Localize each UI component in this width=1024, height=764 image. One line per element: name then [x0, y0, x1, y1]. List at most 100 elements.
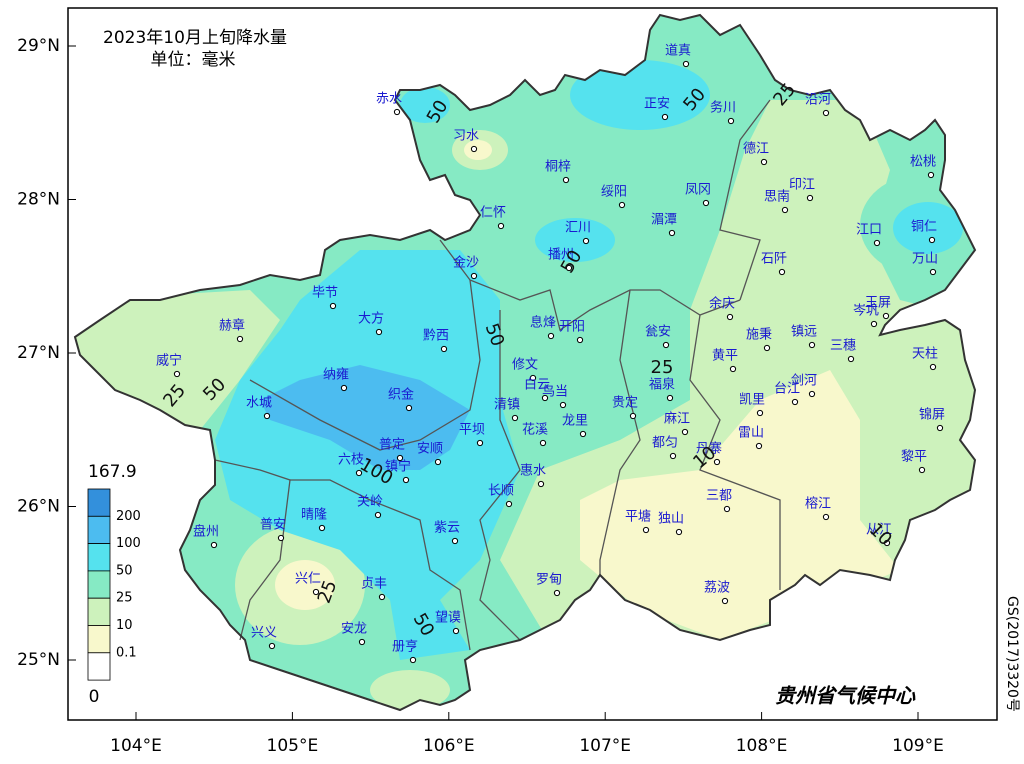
band-area: [275, 560, 335, 610]
station-dot: [873, 239, 881, 247]
station-name: 赫章: [219, 318, 245, 334]
station-name: 习水: [453, 129, 479, 144]
station-name: 贞丰: [361, 577, 387, 592]
station-dot: [541, 394, 549, 402]
station-dot: [729, 365, 737, 373]
station-name: 织金: [388, 387, 414, 403]
station-name: 万山: [912, 252, 938, 267]
station-name: 镇远: [791, 325, 817, 340]
station-dot: [727, 117, 735, 125]
band-area: [370, 670, 450, 710]
station-name: 三穗: [830, 339, 856, 354]
station-dot: [470, 272, 478, 280]
border: [290, 479, 471, 651]
station-dot: [452, 627, 460, 635]
station-dot: [618, 201, 626, 209]
legend-max: 167.9: [88, 462, 137, 482]
map-unit: 单位：毫米: [151, 50, 236, 70]
station-dot: [340, 384, 348, 392]
station-name: 镇宁: [385, 459, 411, 475]
station-dot: [497, 222, 505, 230]
station-dot: [675, 528, 683, 536]
legend-swatch: [87, 488, 111, 517]
station-dot: [936, 424, 944, 432]
station-name: 福泉: [649, 377, 675, 393]
border: [689, 314, 781, 590]
contour-label: 25: [651, 357, 674, 378]
station-name: 玉屏: [865, 296, 891, 311]
station-dot: [642, 526, 650, 534]
station-dot: [713, 458, 721, 466]
station-dot: [756, 409, 764, 417]
band-area: [535, 218, 615, 262]
station-dot: [173, 370, 181, 378]
station-name: 正安: [644, 97, 670, 112]
border: [719, 99, 771, 301]
station-name: 凯里: [739, 393, 765, 408]
station-name: 平坝: [459, 423, 485, 438]
station-name: 都匀: [652, 436, 678, 451]
legend-level: 50: [116, 563, 133, 578]
station-name: 丹寨: [696, 441, 722, 457]
station-name: 紫云: [434, 521, 460, 536]
station-name: 晴隆: [301, 508, 327, 523]
station-name: 乌当: [542, 384, 568, 400]
station-dot: [847, 355, 855, 363]
station-name: 六枝: [338, 453, 364, 468]
legend-swatch: [87, 543, 111, 572]
legend-level: 200: [116, 509, 141, 524]
legend-swatch: [87, 515, 111, 544]
station-dot: [682, 60, 690, 68]
station-dot: [559, 401, 567, 409]
station-name: 赤水: [376, 92, 402, 107]
station-dot: [927, 171, 935, 179]
station-name: 黔西: [423, 329, 449, 344]
station-dot: [822, 109, 830, 117]
border: [479, 310, 521, 641]
station-dot: [723, 505, 731, 513]
station-dot: [537, 480, 545, 488]
station-dot: [681, 428, 689, 436]
station-dot: [374, 511, 382, 519]
station-name: 桐梓: [545, 160, 571, 175]
station-name: 余庆: [709, 296, 735, 312]
station-name: 凤冈: [685, 183, 711, 198]
station-dot: [929, 363, 937, 371]
legend-swatch: [87, 652, 111, 681]
station-dot: [661, 113, 669, 121]
station-dot: [562, 176, 570, 184]
station-dot: [760, 158, 768, 166]
station-name: 天柱: [912, 347, 938, 362]
station-name: 长顺: [488, 484, 514, 499]
y-tick-label: 27°N: [17, 343, 60, 363]
station-dot: [565, 264, 573, 272]
station-name: 黎平: [901, 450, 927, 465]
station-name: 绥阳: [601, 185, 627, 200]
station-dot: [476, 439, 484, 447]
station-name: 瓮安: [645, 325, 671, 340]
legend-swatch: [87, 625, 111, 654]
station-dot: [553, 589, 561, 597]
station-dot: [778, 268, 786, 276]
band-area: [400, 87, 450, 123]
station-name: 望谟: [435, 610, 461, 626]
station-name: 印江: [789, 178, 815, 193]
station-name: 麻江: [664, 412, 690, 427]
band-area: [893, 202, 963, 254]
station-dot: [277, 534, 285, 542]
band-area: [580, 370, 900, 640]
station-dot: [312, 588, 320, 596]
station-name: 松桃: [910, 155, 936, 170]
station-name: 施秉: [746, 327, 772, 343]
station-name: 剑河: [791, 373, 817, 389]
station-dot: [579, 430, 587, 438]
station-name: 锦屏: [919, 408, 945, 423]
station-dot: [539, 439, 547, 447]
station-name: 务川: [710, 100, 736, 116]
station-dot: [918, 466, 926, 474]
station-name: 雷山: [738, 426, 764, 441]
station-name: 关岭: [357, 495, 383, 510]
legend-min: 0: [89, 687, 100, 707]
station-name: 台江: [774, 382, 800, 397]
